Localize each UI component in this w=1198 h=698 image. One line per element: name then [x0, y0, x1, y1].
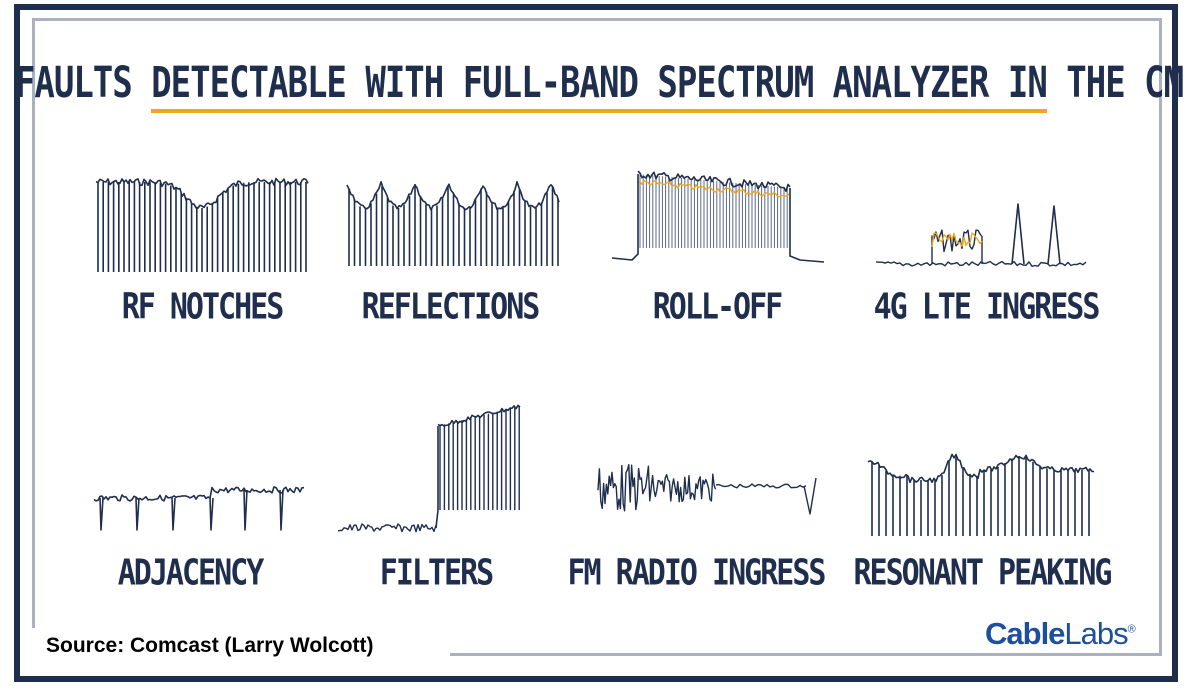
- panel-label-reflections: REFLECTIONS: [361, 286, 541, 328]
- rf-notches-spectrum-icon: [95, 168, 309, 272]
- source-caption: Source: Comcast (Larry Wolcott): [30, 628, 450, 672]
- roll-off-spectrum-icon: [611, 162, 825, 270]
- panel-label-resonant-peaking: RESONANT PEAKING: [853, 552, 1113, 594]
- panel-label-roll-off: ROLL-OFF: [652, 286, 784, 328]
- panel-label-fm-radio-ingress: FM RADIO INGRESS: [567, 552, 827, 594]
- panel-label-filters: FILTERS: [379, 552, 494, 594]
- cablelabs-logo: CableLabs®: [985, 616, 1136, 651]
- panel-label-rf-notches: RF NOTCHES: [121, 286, 285, 328]
- reflections-spectrum-icon: [346, 172, 560, 266]
- adjacency-spectrum-icon: [93, 470, 305, 532]
- lte-ingress-spectrum-icon: [875, 200, 1088, 272]
- fm-radio-ingress-spectrum-icon: [597, 458, 820, 518]
- panel-label-adjacency: ADJACENCY: [117, 552, 265, 594]
- resonant-peaking-spectrum-icon: [867, 436, 1094, 536]
- filters-spectrum-icon: [337, 400, 522, 540]
- inner-frame: [32, 18, 1162, 656]
- title-underline: [151, 109, 1047, 113]
- page-title: FAULTS DETECTABLE WITH FULL-BAND SPECTRU…: [14, 58, 1184, 108]
- panel-label-4g-lte-ingress: 4G LTE INGRESS: [873, 286, 1101, 328]
